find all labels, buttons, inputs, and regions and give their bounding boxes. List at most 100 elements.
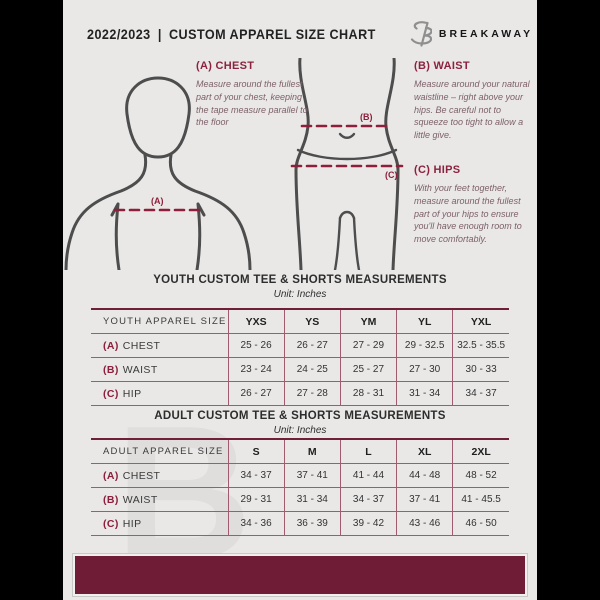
row-label: HIP [122,517,142,530]
title-divider: | [157,25,162,42]
season-label: 2022/2023 [87,25,151,42]
adult-size-header: ADULT APPAREL SIZE [91,439,228,464]
cell: 25 - 27 [339,357,397,382]
cell: 46 - 50 [452,511,509,536]
left-inner-leg [333,216,342,270]
adult-table-title: ADULT CUSTOM TEE & SHORTS MEASUREMENTS [154,410,446,422]
cell: 37 - 41 [283,463,341,488]
youth-header-row: YOUTH APPAREL SIZE YXS YS YM YL YXL [91,309,509,334]
row-key: (A) [103,339,119,352]
cell: 31 - 34 [396,381,453,406]
hip-line-label: (C) [385,170,398,180]
left-inner-arm [110,202,121,270]
waist-text: Measure around your natural waistline – … [414,79,530,141]
waist-instructions: (B) WAIST Measure around your natural wa… [414,60,532,142]
table-row-waist: (B) WAIST 29 - 31 31 - 34 34 - 37 37 - 41… [91,487,509,512]
size-chart-page: 2022/2023 | CUSTOM APPAREL SIZE CHART BR… [63,0,537,600]
col-header-yxs: YXS [227,309,285,334]
chest-instructions: (A) CHEST Measure around the fullest par… [196,60,308,129]
cell: 23 - 24 [227,357,285,382]
row-key: (B) [103,493,119,506]
cell: 44 - 48 [396,463,453,488]
hips-instructions: (C) HIPS With your feet together, measur… [414,164,532,246]
brand-name: BREAKAWAY [438,27,534,40]
cell: 24 - 25 [283,357,341,382]
youth-table-unit: Unit: Inches [273,289,327,300]
cell: 25 - 26 [227,333,285,358]
youth-size-header: YOUTH APPAREL SIZE [91,309,228,334]
col-header-s: S [227,439,285,464]
cell: 36 - 39 [283,511,341,536]
cell: 28 - 31 [339,381,397,406]
right-inner-arm [195,202,206,270]
col-header-ys: YS [283,309,341,334]
cell: 41 - 45.5 [452,487,509,512]
page-title: 2022/2023 | CUSTOM APPAREL SIZE CHART [87,26,376,42]
cell: 29 - 32.5 [396,333,453,358]
navel-mark [338,132,356,139]
youth-size-table: YOUTH APPAREL SIZE YXS YS YM YL YXL (A) C… [91,308,509,406]
waist-hip-diagram [288,58,408,270]
row-key: (B) [103,363,119,376]
header: 2022/2023 | CUSTOM APPAREL SIZE CHART BR… [87,20,530,47]
cell: 34 - 37 [227,463,285,488]
head-outline [125,76,191,159]
footer-accent-bar [73,554,527,596]
chest-line-label: (A) [151,196,164,206]
cell: 41 - 44 [339,463,397,488]
row-label: CHEST [122,339,161,352]
table-row-waist: (B) WAIST 23 - 24 24 - 25 25 - 27 27 - 30… [91,357,509,382]
brand-lockup: BREAKAWAY [408,20,533,47]
row-key: (C) [103,387,119,400]
table-row-chest: (A) CHEST 34 - 37 37 - 41 41 - 44 44 - 48… [91,463,509,488]
col-header-xl: XL [396,439,453,464]
col-header-l: L [339,439,397,464]
chest-diagram [63,52,253,270]
cell: 29 - 31 [227,487,285,512]
cell: 34 - 37 [452,381,509,406]
adult-header-row: ADULT APPAREL SIZE S M L XL 2XL [91,439,509,464]
col-header-yl: YL [396,309,453,334]
right-inner-leg [352,216,361,270]
cell: 27 - 28 [283,381,341,406]
torso-left-outline [294,58,310,270]
cell: 30 - 33 [452,357,509,382]
col-header-2xl: 2XL [452,439,509,464]
right-shoulder-outline [168,153,252,270]
row-key: (C) [103,517,119,530]
col-header-ym: YM [339,309,397,334]
cell: 34 - 37 [339,487,397,512]
table-row-hip: (C) HIP 34 - 36 36 - 39 39 - 42 43 - 46 4… [91,511,509,536]
row-key: (A) [103,469,119,482]
row-label: HIP [122,387,142,400]
adult-table-unit: Unit: Inches [273,425,327,436]
table-row-hip: (C) HIP 26 - 27 27 - 28 28 - 31 31 - 34 3… [91,381,509,406]
chest-text: Measure around the fullest part of your … [196,79,308,128]
torso-right-outline [384,58,400,270]
cell: 48 - 52 [452,463,509,488]
chart-title: CUSTOM APPAREL SIZE CHART [168,25,376,42]
hips-heading: (C) HIPS [414,164,461,176]
chest-heading: (A) CHEST [196,60,255,72]
breakaway-logo-icon [408,20,432,47]
cell: 32.5 - 35.5 [452,333,509,358]
cell: 34 - 36 [227,511,285,536]
cell: 27 - 30 [396,357,453,382]
table-row-chest: (A) CHEST 25 - 26 26 - 27 27 - 29 29 - 32… [91,333,509,358]
cell: 43 - 46 [396,511,453,536]
cell: 37 - 41 [396,487,453,512]
left-shoulder-outline [64,153,148,270]
hips-text: With your feet together, measure around … [414,183,522,245]
row-label: CHEST [122,469,161,482]
cell: 31 - 34 [283,487,341,512]
crotch-curve [338,210,356,220]
waist-line-label: (B) [360,112,373,122]
col-header-yxl: YXL [452,309,509,334]
col-header-m: M [283,439,341,464]
row-label: WAIST [122,493,158,506]
row-label: WAIST [122,363,158,376]
cell: 26 - 27 [227,381,285,406]
cell: 27 - 29 [339,333,397,358]
waistband-curve [296,148,398,161]
